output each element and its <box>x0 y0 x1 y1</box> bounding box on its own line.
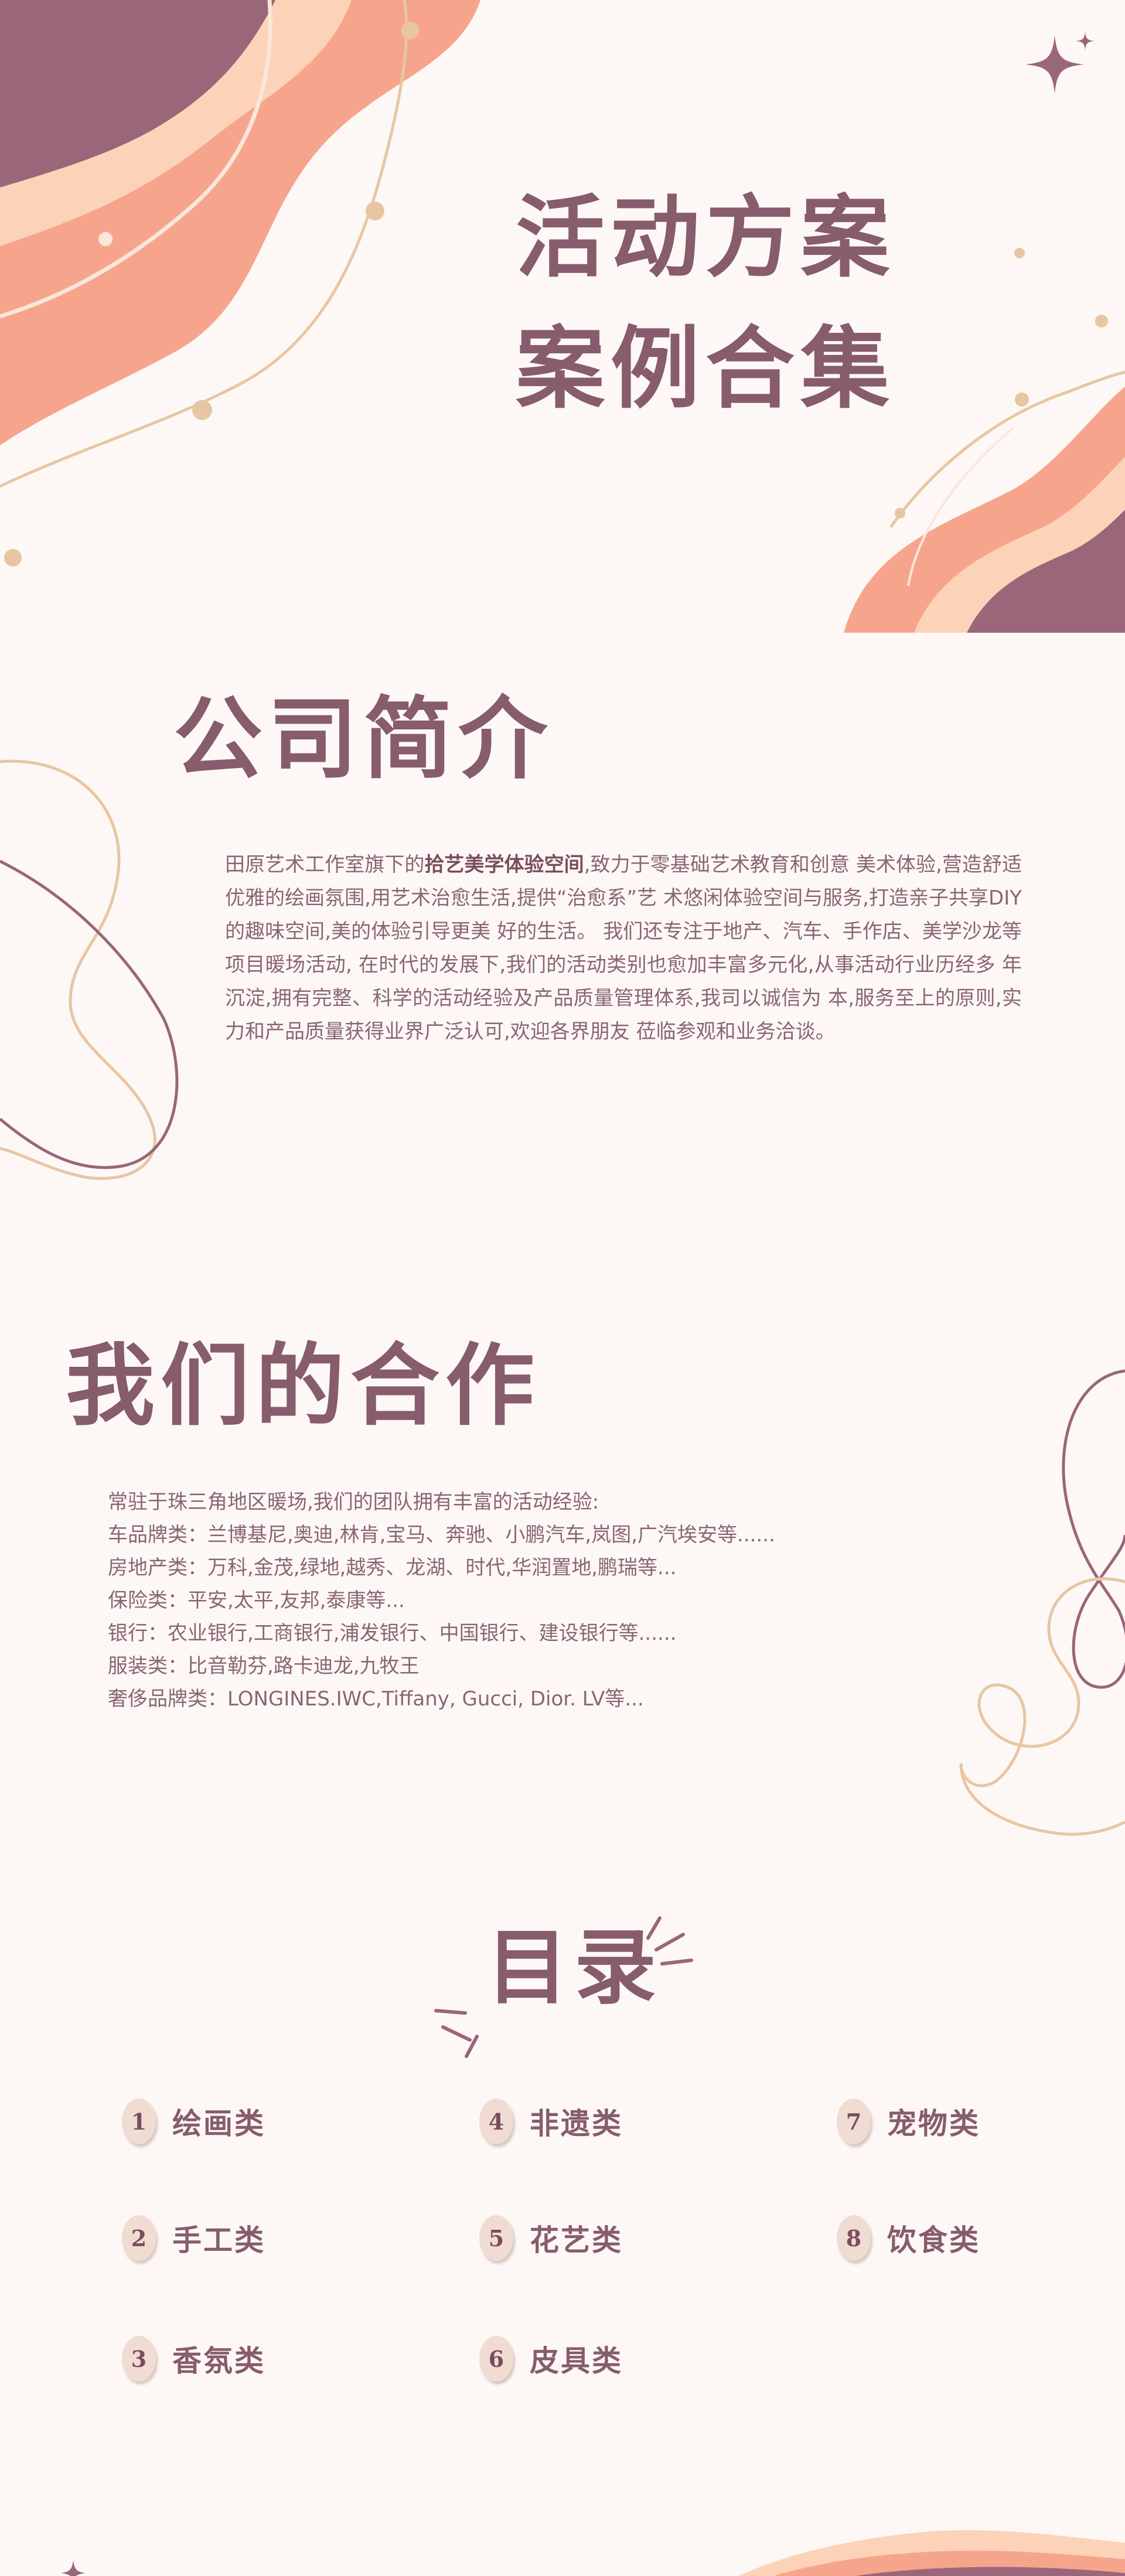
toc-item-label: 宠物类 <box>887 2107 980 2141</box>
toc-number-badge: 4 <box>479 2099 513 2144</box>
toc-item-fragrance[interactable]: 3 香氛类 <box>122 2334 265 2383</box>
toc-item-heritage[interactable]: 4 非遗类 <box>479 2097 623 2146</box>
toc-number-badge: 3 <box>122 2336 156 2381</box>
toc-number-badge: 1 <box>122 2099 156 2144</box>
cooperation-line: 银行：农业银行,工商银行,浦发银行、中国银行、建设银行等...... <box>108 1622 677 1645</box>
cover-title-line-1: 活动方案 <box>516 186 895 289</box>
toc-item-handcraft[interactable]: 2 手工类 <box>122 2213 265 2263</box>
cooperation-line: 服装类：比音勒芬,路卡迪龙,九牧王 <box>108 1654 420 1678</box>
toc-number-badge: 2 <box>122 2215 156 2261</box>
toc-item-food[interactable]: 8 饮食类 <box>837 2213 980 2263</box>
toc-item-floral[interactable]: 5 花艺类 <box>479 2213 623 2263</box>
accent-lines-icon <box>434 2009 479 2058</box>
toc-item-label: 非遗类 <box>530 2107 623 2141</box>
cooperation-line: 房地产类：万科,金茂,绿地,越秀、龙湖、时代,华润置地,鹏瑞等... <box>108 1556 677 1579</box>
toc-number-badge: 6 <box>479 2336 513 2381</box>
toc-item-painting[interactable]: 1 绘画类 <box>122 2097 265 2146</box>
cooperation-list: 常驻于珠三角地区暖场,我们的团队拥有丰富的活动经验: 车品牌类：兰博基尼,奥迪,… <box>108 1486 928 1715</box>
cooperation-line: 奢侈品牌类：LONGINES.IWC,Tiffany, Gucci, Dior.… <box>108 1687 644 1711</box>
squiggle-decoration-left <box>0 759 179 1180</box>
sparkle-icon <box>1025 32 1095 94</box>
intro-paragraph: 田原艺术工作室旗下的拾艺美学体验空间,致力于零基础艺术教育和创意 美术体验,营造… <box>225 848 1022 1049</box>
sparkle-icon <box>61 2560 86 2576</box>
cooperation-line: 车品牌类：兰博基尼,奥迪,林肯,宝马、奔驰、小鹏汽车,岚图,广汽埃安等.....… <box>108 1523 775 1547</box>
cooperation-heading: 我们的合作 <box>66 1334 540 1438</box>
intro-brand-name: 拾艺美学体验空间 <box>424 853 584 876</box>
cover-title-line-2: 案例合集 <box>516 317 895 421</box>
toc-item-label: 香氛类 <box>172 2344 265 2378</box>
toc-number-badge: 8 <box>837 2215 871 2261</box>
intro-heading: 公司简介 <box>173 687 553 791</box>
toc-item-label: 花艺类 <box>530 2223 623 2257</box>
intro-text-start: 田原艺术工作室旗下的 <box>225 853 425 876</box>
toc-item-label: 皮具类 <box>530 2344 623 2378</box>
wave-decoration-bottom <box>738 2530 1125 2576</box>
cooperation-line: 常驻于珠三角地区暖场,我们的团队拥有丰富的活动经验: <box>108 1490 599 1514</box>
wave-decoration-top-left <box>0 0 480 567</box>
toc-number-badge: 7 <box>837 2099 871 2144</box>
toc-item-label: 绘画类 <box>172 2107 265 2141</box>
toc-item-pets[interactable]: 7 宠物类 <box>837 2097 980 2146</box>
toc-item-leather[interactable]: 6 皮具类 <box>479 2334 623 2383</box>
cooperation-line: 保险类：平安,太平,友邦,泰康等... <box>108 1589 405 1612</box>
toc-item-label: 手工类 <box>172 2223 265 2257</box>
toc-heading: 目录 <box>486 1920 663 2016</box>
toc-item-label: 饮食类 <box>887 2223 980 2257</box>
intro-text-rest: ,致力于零基础艺术教育和创意 美术体验,营造舒适优雅的绘画氛围,用艺术治愈生活,… <box>225 853 1022 1043</box>
toc-number-badge: 5 <box>479 2215 513 2261</box>
